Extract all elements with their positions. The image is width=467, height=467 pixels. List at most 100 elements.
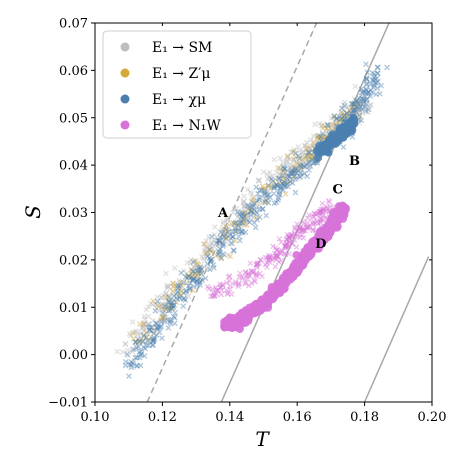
data-point <box>224 291 231 298</box>
data-point <box>285 238 292 244</box>
data-point <box>279 180 285 187</box>
data-point <box>203 245 210 251</box>
data-point <box>363 61 369 68</box>
data-point <box>265 257 272 263</box>
data-point <box>188 256 194 263</box>
data-point <box>349 101 355 107</box>
data-point <box>347 107 353 114</box>
y-tick-label: −0.01 <box>48 396 88 411</box>
data-point <box>131 329 137 336</box>
data-point <box>217 246 224 253</box>
data-point <box>199 277 206 284</box>
data-point <box>186 275 193 281</box>
data-point <box>240 217 246 224</box>
data-point <box>280 187 287 193</box>
data-point <box>171 320 178 327</box>
data-point <box>190 259 197 265</box>
data-point <box>341 205 350 214</box>
data-point <box>283 244 290 251</box>
data-point <box>206 285 212 292</box>
data-point <box>272 263 279 270</box>
data-point <box>124 347 131 353</box>
data-point <box>170 297 177 304</box>
data-point <box>300 158 307 164</box>
data-point <box>195 276 201 282</box>
data-point <box>165 293 172 299</box>
data-point <box>236 223 242 230</box>
data-point <box>263 198 270 205</box>
data-point <box>188 266 194 273</box>
y-tick-label: 0.01 <box>59 301 88 316</box>
legend-box <box>102 30 252 139</box>
data-point <box>309 156 316 163</box>
data-point <box>232 221 238 227</box>
data-point <box>249 197 255 204</box>
data-point <box>267 185 274 191</box>
data-point <box>182 297 189 304</box>
data-point <box>143 342 150 349</box>
data-point <box>191 258 198 264</box>
x-tick-label: 0.20 <box>418 410 447 425</box>
data-point <box>287 162 293 169</box>
data-point <box>230 220 237 226</box>
data-point <box>143 330 150 337</box>
data-point <box>254 260 261 267</box>
data-point <box>343 110 350 117</box>
data-point <box>352 106 359 113</box>
data-point <box>286 234 292 241</box>
data-point <box>303 224 310 231</box>
data-point <box>324 204 330 210</box>
data-point <box>210 237 216 244</box>
annotation-d: D <box>315 237 326 252</box>
data-point <box>168 302 175 309</box>
data-point <box>283 181 289 188</box>
data-point <box>232 219 239 226</box>
data-point <box>234 213 241 220</box>
data-point <box>356 107 362 114</box>
data-point <box>243 217 250 224</box>
data-point <box>208 248 215 255</box>
data-point <box>146 324 152 331</box>
data-point <box>249 268 256 275</box>
data-point <box>317 208 324 215</box>
data-point <box>295 228 301 235</box>
data-point <box>252 224 259 231</box>
data-point <box>149 324 156 330</box>
data-point <box>141 323 147 330</box>
data-point <box>341 99 348 106</box>
data-point <box>194 266 200 273</box>
data-point <box>273 181 280 188</box>
data-point <box>262 196 269 203</box>
data-point <box>221 252 228 258</box>
data-point <box>358 93 365 100</box>
data-point <box>222 235 229 242</box>
data-point <box>190 287 196 294</box>
data-point <box>251 277 258 284</box>
data-point <box>242 229 249 236</box>
legend-marker <box>120 94 130 104</box>
data-point <box>241 193 247 200</box>
data-point <box>201 241 208 247</box>
data-point <box>351 101 358 108</box>
data-point <box>266 252 272 259</box>
data-point <box>370 84 377 91</box>
data-point <box>159 304 166 311</box>
data-point <box>336 118 343 125</box>
data-point <box>261 188 268 195</box>
data-point <box>236 280 242 286</box>
data-point <box>138 351 145 357</box>
data-point <box>303 139 310 146</box>
data-point <box>221 233 227 240</box>
data-point <box>133 339 140 345</box>
data-point <box>219 226 225 233</box>
data-point <box>212 284 219 291</box>
data-point <box>215 252 222 259</box>
data-point <box>157 318 164 325</box>
data-point <box>330 217 339 226</box>
data-point <box>289 167 296 173</box>
data-point <box>259 205 266 212</box>
data-point <box>279 247 285 254</box>
data-point <box>122 341 129 347</box>
data-point <box>317 134 324 140</box>
data-point <box>151 335 158 341</box>
